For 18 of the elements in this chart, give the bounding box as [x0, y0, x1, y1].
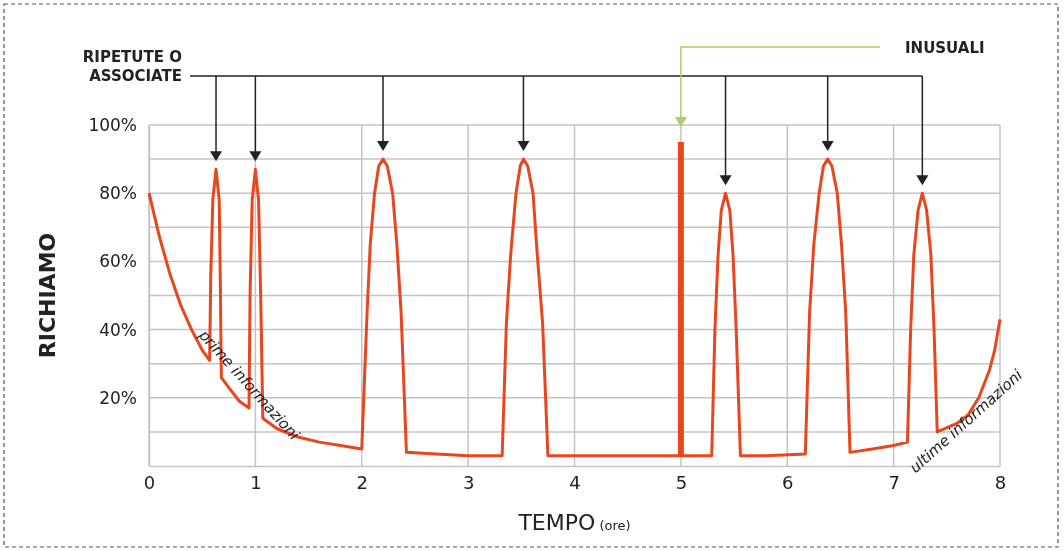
x-tick-label: 7	[888, 471, 900, 493]
x-tick-label: 1	[250, 471, 262, 493]
x-tick-label: 5	[675, 471, 688, 493]
text: RIPETUTE O ASSOCIATE	[82, 48, 182, 85]
y-axis-title: RICHIAMO	[35, 232, 60, 359]
x-axis-title: TEMPO (ore)	[517, 510, 631, 535]
y-tick-label: 100%	[88, 114, 137, 135]
y-tick-label: 40%	[99, 319, 137, 340]
y-tick-label: 20%	[99, 387, 137, 408]
y-tick-label: 80%	[99, 183, 137, 204]
text: INUSUALI	[905, 39, 985, 57]
x-tick-label: 0	[143, 471, 156, 493]
y-tick-label: 60%	[99, 251, 137, 272]
x-tick-label: 8	[994, 471, 1007, 493]
x-tick-label: 3	[462, 471, 475, 493]
x-tick-label: 6	[782, 471, 794, 493]
x-tick-label: 2	[356, 471, 368, 493]
x-tick-label: 4	[569, 471, 581, 493]
